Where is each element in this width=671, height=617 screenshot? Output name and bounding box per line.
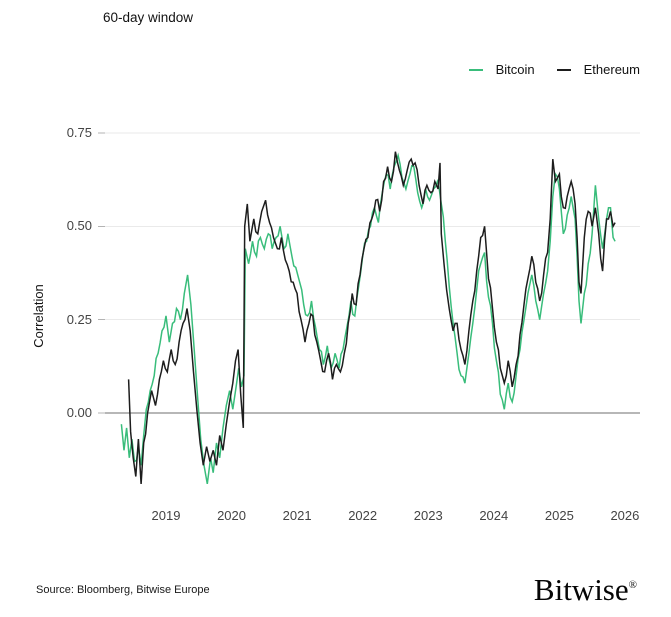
bitwise-logo: Bitwise® (534, 568, 637, 607)
y-tick-label: 0.50 (66, 218, 92, 234)
legend: Bitcoin Ethereum (468, 62, 640, 77)
legend-item-bitcoin: Bitcoin (468, 62, 535, 77)
bitcoin-line-swatch (468, 68, 483, 71)
y-tick-label: 0.25 (66, 311, 92, 327)
y-axis-title: Correlation (31, 284, 46, 348)
ethereum-line (127, 151, 616, 484)
x-tick-label: 2023 (413, 508, 443, 523)
x-tick-label: 2024 (479, 508, 509, 523)
x-tick-label: 2026 (610, 508, 640, 523)
y-tick-label: 0.75 (66, 125, 92, 140)
registered-trademark-icon: ® (628, 579, 637, 591)
x-tick-label: 2020 (217, 508, 246, 523)
legend-label-bitcoin: Bitcoin (495, 62, 535, 77)
x-tick-label: 2021 (282, 508, 312, 523)
x-tick-label: 2019 (151, 508, 181, 523)
ethereum-line-swatch (556, 68, 571, 71)
bitwise-logo-text: Bitwise (533, 572, 629, 607)
y-tick-label: 0.00 (66, 405, 92, 420)
x-tick-label: 2022 (348, 508, 378, 523)
x-tick-label: 2025 (544, 508, 574, 523)
legend-item-ethereum: Ethereum (556, 62, 640, 77)
source-note: Source: Bloomberg, Bitwise Europe (36, 584, 210, 596)
chart-title: 60-day window (103, 10, 194, 25)
legend-label-ethereum: Ethereum (583, 62, 640, 77)
